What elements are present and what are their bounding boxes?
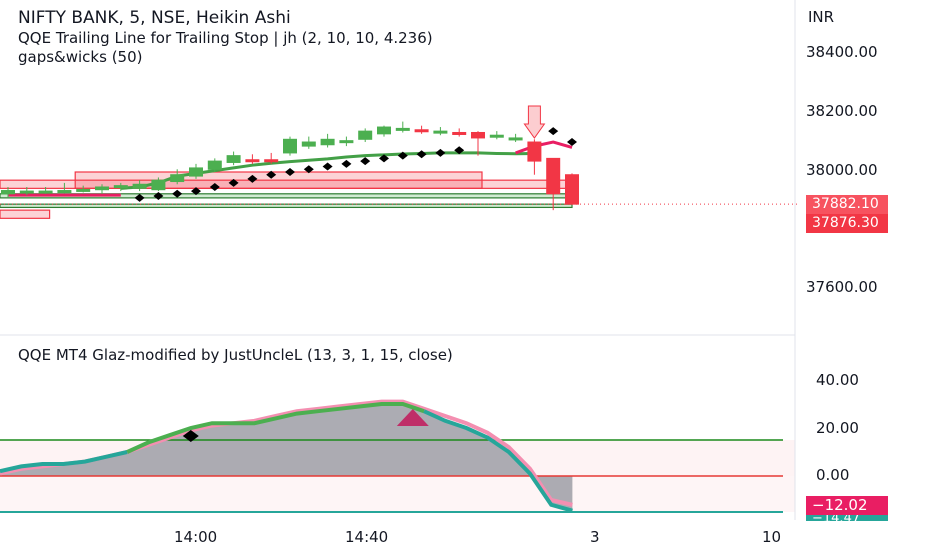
lower-pane-title: QQE MT4 Glaz-modified by JustUncleL (13,… xyxy=(18,346,453,364)
osc-tick-label: 20.00 xyxy=(816,419,859,437)
time-tick-label: 14:00 xyxy=(174,528,218,546)
candle-body xyxy=(207,160,222,170)
candle-body xyxy=(1,190,15,195)
candles xyxy=(1,105,579,211)
sell-arrow-icon xyxy=(523,105,546,139)
time-tick-label: 14:40 xyxy=(345,528,389,546)
trailing-dots xyxy=(134,127,577,202)
gap-zone xyxy=(0,209,51,219)
oscillator-pane xyxy=(0,399,795,513)
candle-body xyxy=(565,174,579,205)
trail-dot xyxy=(209,182,220,191)
indicator-qqe-trailing-label: QQE Trailing Line for Trailing Stop | jh… xyxy=(18,29,433,47)
trail-dot xyxy=(134,193,145,202)
trail-dot xyxy=(548,127,559,136)
candle-body xyxy=(245,159,260,163)
candle-body xyxy=(170,174,185,183)
trail-dot xyxy=(172,189,183,198)
candle-body xyxy=(395,127,410,131)
candle-body xyxy=(320,138,335,146)
candle-body xyxy=(226,155,241,163)
candle-body xyxy=(339,140,354,144)
osc-band xyxy=(0,476,795,512)
candle-body xyxy=(189,167,203,177)
indicator-gaps-wicks-label: gaps&wicks (50) xyxy=(18,48,143,66)
candle-body xyxy=(301,141,316,147)
candle-body xyxy=(76,188,91,192)
last-price-tag: 37882.10 xyxy=(806,195,888,214)
candle-body xyxy=(95,186,109,191)
currency-label: INR xyxy=(808,8,835,26)
second-price-tag: 37876.30 xyxy=(806,214,888,233)
rsi-area xyxy=(0,404,573,511)
candle-body xyxy=(283,138,297,154)
osc-tick-label: 0.00 xyxy=(816,466,850,484)
candle-body xyxy=(151,179,166,191)
trail-dot xyxy=(322,162,333,171)
candle-body xyxy=(113,185,128,189)
osc-value-tag: −12.02 xyxy=(806,496,888,515)
price-tick-label: 37600.00 xyxy=(806,278,878,296)
candle-body xyxy=(452,131,467,135)
trail-dot xyxy=(379,154,389,163)
candle-body xyxy=(508,137,523,141)
candle-body xyxy=(527,141,542,162)
trail-dot xyxy=(266,170,277,179)
candle-body xyxy=(132,183,147,189)
trail-dot xyxy=(435,148,446,157)
trail-dot xyxy=(228,178,239,187)
price-tick-label: 38400.00 xyxy=(806,43,878,61)
triangle-marker-icon xyxy=(396,409,429,426)
candle-body xyxy=(57,190,72,194)
candle-body xyxy=(264,159,279,163)
candle-body xyxy=(19,190,34,194)
candle-body xyxy=(377,126,391,135)
trail-dot xyxy=(360,157,371,166)
rsi-line xyxy=(126,402,425,454)
price-tick-label: 38200.00 xyxy=(806,102,878,120)
trail-dot xyxy=(416,150,427,159)
trail-dot xyxy=(285,168,295,176)
cross-marker-icon xyxy=(182,430,199,442)
trail-dot xyxy=(153,191,164,200)
trail-dot xyxy=(454,146,465,155)
trail-dot xyxy=(247,174,258,183)
candle-body xyxy=(433,130,448,134)
trail-dot xyxy=(191,187,201,196)
osc-tick-label: 40.00 xyxy=(816,371,859,389)
time-tick-label: 3 xyxy=(590,528,600,546)
trail-dot xyxy=(567,138,577,147)
trail-dot xyxy=(397,151,408,160)
candle-body xyxy=(414,129,429,133)
trail-dot xyxy=(303,165,314,174)
rsi-line xyxy=(423,409,573,513)
symbol-title: NIFTY BANK, 5, NSE, Heikin Ashi xyxy=(18,8,291,28)
rsi-line xyxy=(0,450,128,474)
price-tick-label: 38000.00 xyxy=(806,161,878,179)
candle-body xyxy=(546,157,561,195)
qqe-trailing-line xyxy=(515,140,573,155)
trail-dot xyxy=(341,159,352,168)
candle-body xyxy=(38,190,53,194)
candle-body xyxy=(489,134,504,138)
time-tick-label: 10 xyxy=(762,528,782,546)
osc-value-tag-teal: −14.47 xyxy=(806,515,888,521)
candle-body xyxy=(358,130,373,140)
gap-zone xyxy=(0,203,573,209)
candle-body xyxy=(471,131,485,139)
